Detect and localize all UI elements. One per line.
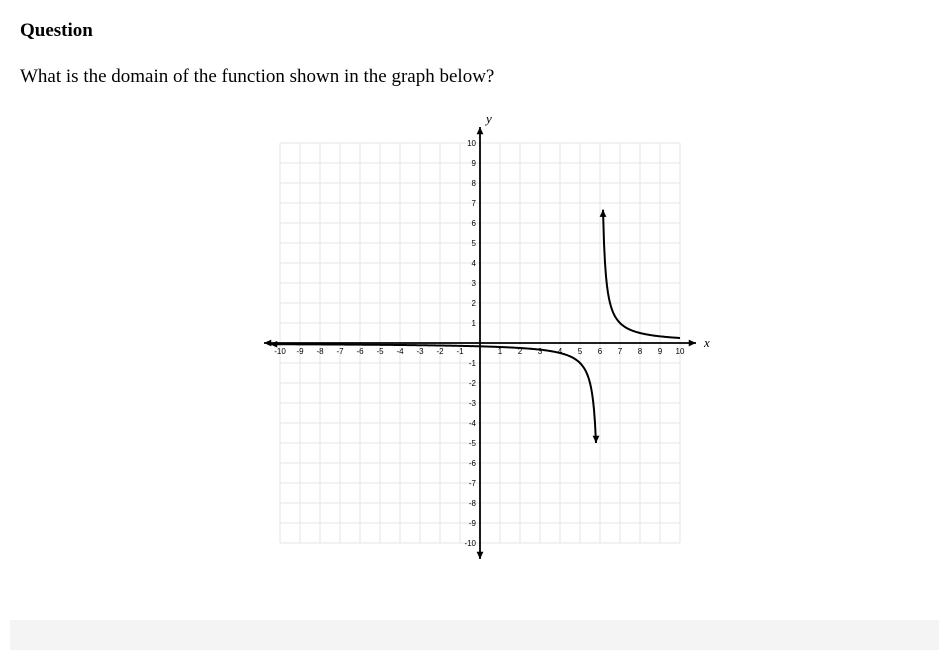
svg-text:-9: -9 (296, 347, 304, 356)
svg-text:-2: -2 (468, 379, 476, 388)
svg-text:-5: -5 (376, 347, 384, 356)
svg-text:x: x (703, 335, 710, 350)
svg-text:4: 4 (471, 259, 476, 268)
svg-text:7: 7 (471, 199, 476, 208)
svg-text:-8: -8 (468, 499, 476, 508)
svg-text:8: 8 (471, 179, 476, 188)
svg-text:y: y (484, 111, 492, 126)
svg-text:10: 10 (675, 347, 684, 356)
svg-text:10: 10 (467, 139, 476, 148)
svg-text:-7: -7 (336, 347, 344, 356)
svg-text:3: 3 (537, 347, 542, 356)
svg-text:9: 9 (657, 347, 662, 356)
bottom-strip (10, 620, 939, 650)
question-heading: Question (20, 20, 939, 42)
svg-text:-6: -6 (356, 347, 364, 356)
svg-text:-6: -6 (468, 459, 476, 468)
svg-text:2: 2 (471, 299, 476, 308)
svg-text:-7: -7 (468, 479, 476, 488)
question-prompt: What is the domain of the function shown… (20, 66, 939, 88)
svg-text:-10: -10 (274, 347, 286, 356)
svg-text:3: 3 (471, 279, 476, 288)
svg-text:1: 1 (471, 319, 476, 328)
svg-text:-5: -5 (468, 439, 476, 448)
svg-text:-4: -4 (468, 419, 476, 428)
svg-text:-4: -4 (396, 347, 404, 356)
svg-text:-10: -10 (464, 539, 476, 548)
svg-text:-3: -3 (468, 399, 476, 408)
svg-text:1: 1 (497, 347, 502, 356)
svg-text:9: 9 (471, 159, 476, 168)
svg-text:-9: -9 (468, 519, 476, 528)
svg-text:-2: -2 (436, 347, 444, 356)
graph-container: -10 -9 -8 -7 -6 -5 -4 -3 -2 -1 1 2 3 4 5 6 7 8 9 10 -10 -9 -8 -… (20, 108, 939, 578)
svg-text:-8: -8 (316, 347, 324, 356)
svg-text:6: 6 (597, 347, 602, 356)
svg-text:6: 6 (471, 219, 476, 228)
svg-text:-1: -1 (468, 359, 476, 368)
function-graph: -10 -9 -8 -7 -6 -5 -4 -3 -2 -1 1 2 3 4 5 6 7 8 9 10 -10 -9 -8 -… (245, 108, 715, 578)
svg-text:7: 7 (617, 347, 622, 356)
svg-text:-3: -3 (416, 347, 424, 356)
svg-text:-1: -1 (456, 347, 464, 356)
svg-text:5: 5 (471, 239, 476, 248)
svg-text:4: 4 (557, 347, 562, 356)
svg-text:8: 8 (637, 347, 642, 356)
svg-text:5: 5 (577, 347, 582, 356)
